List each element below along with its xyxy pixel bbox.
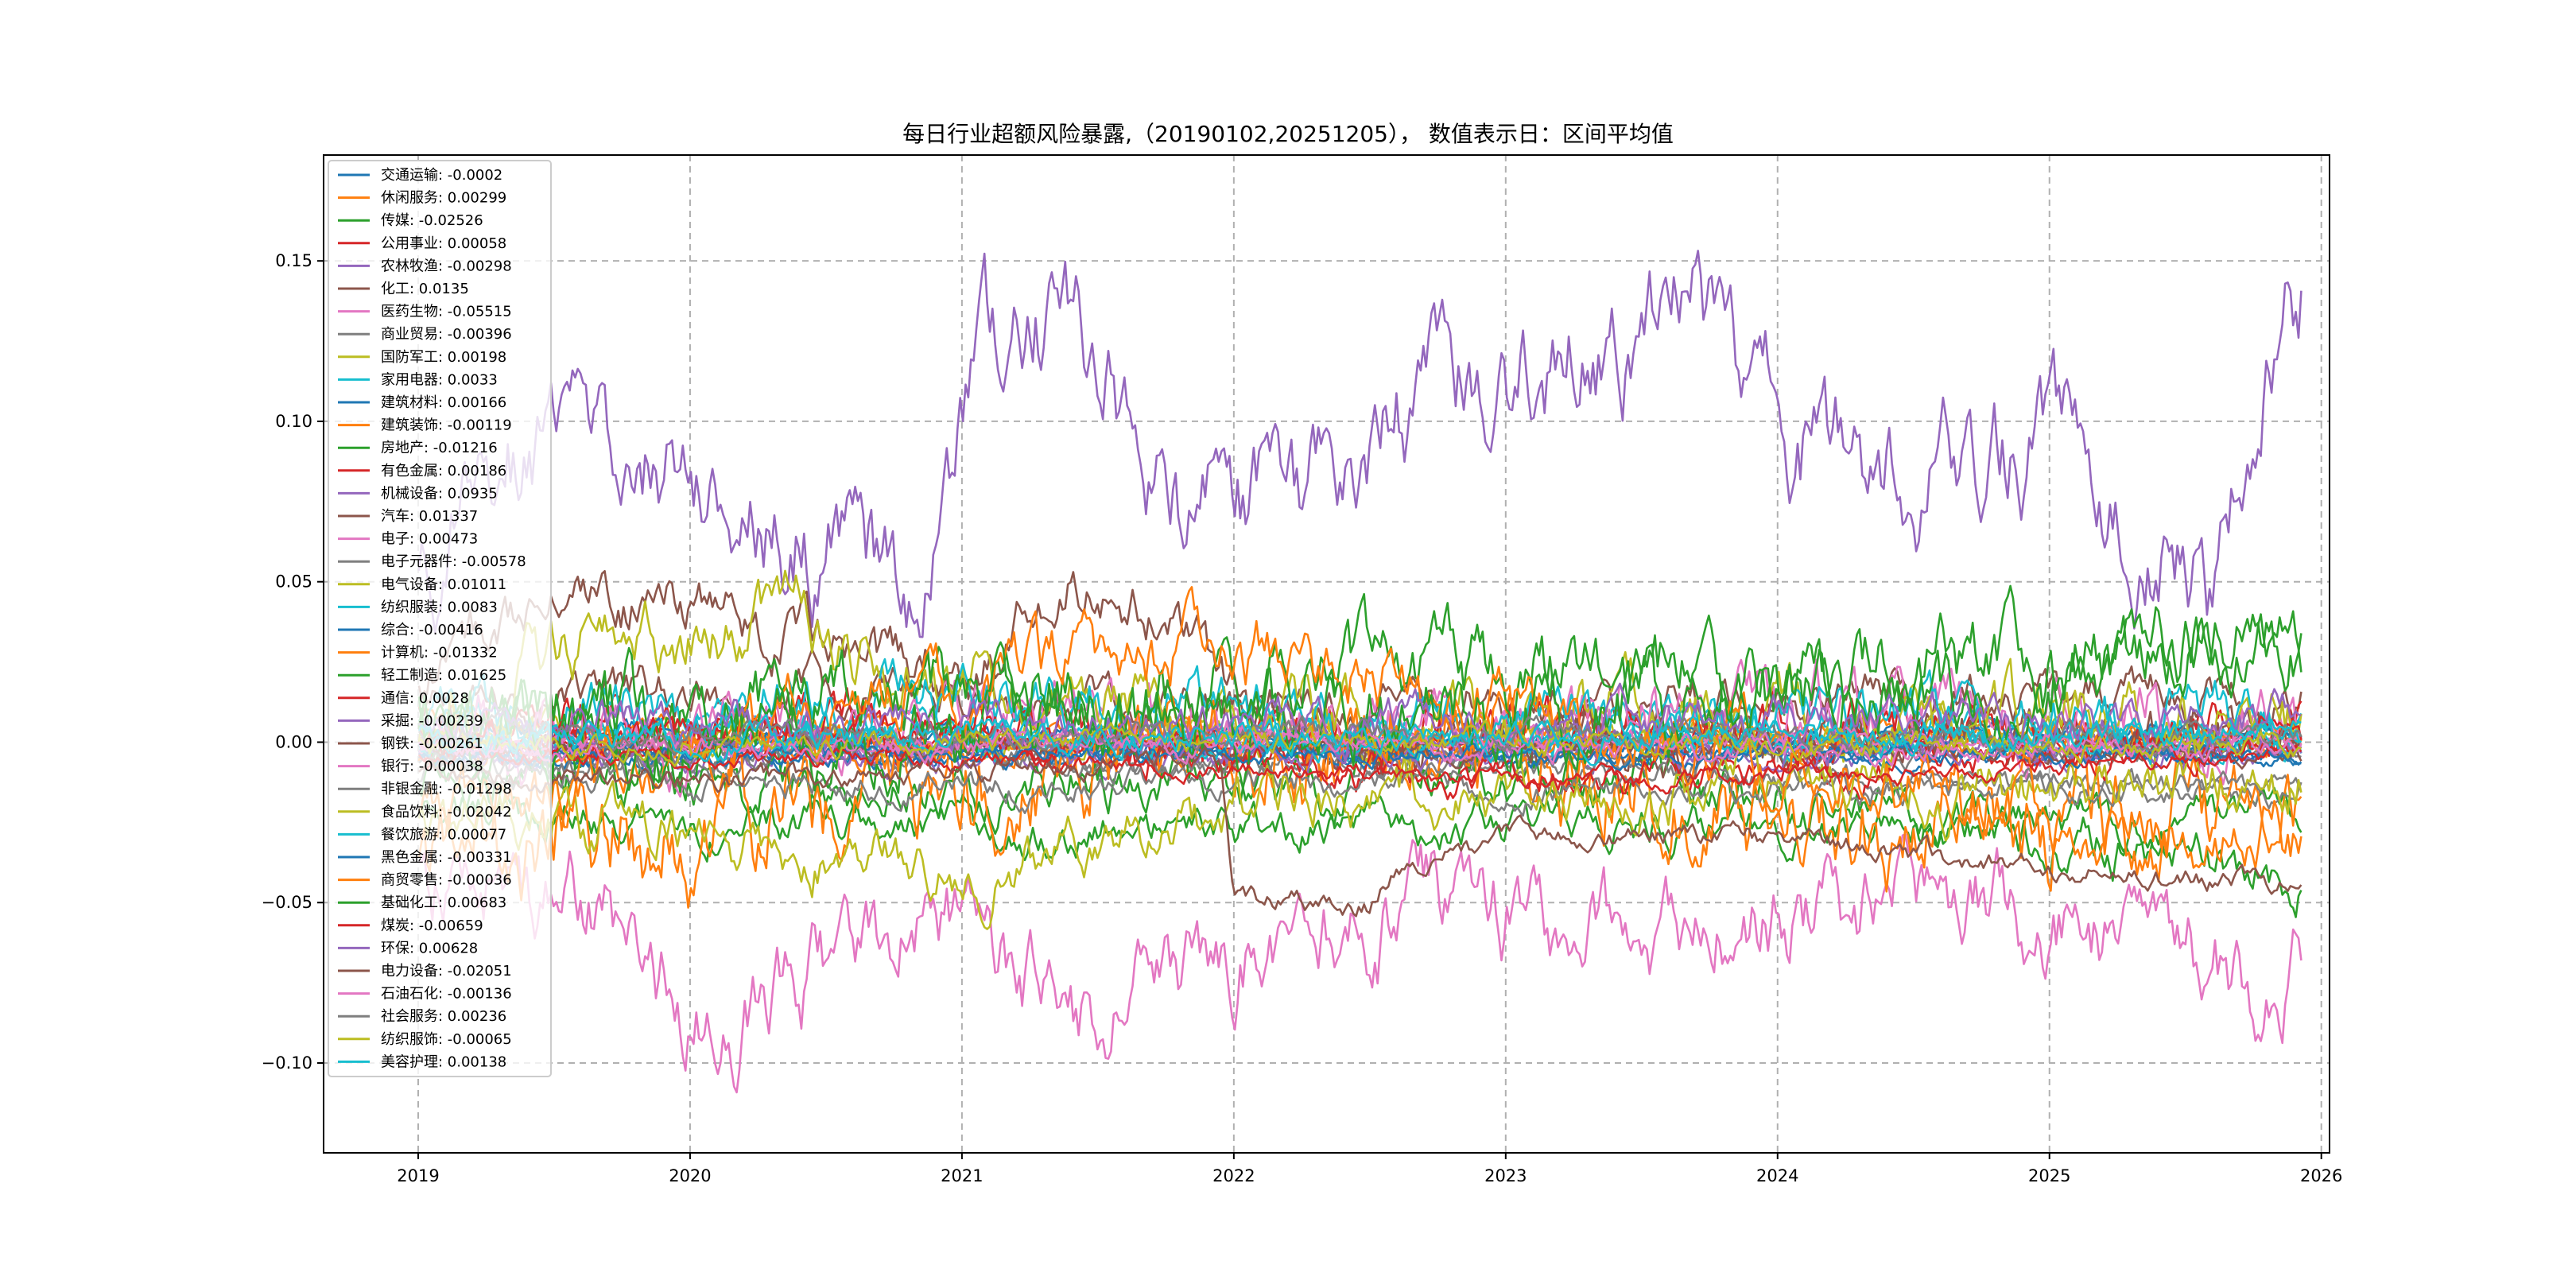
x-tick-label: 2023 [1484, 1166, 1527, 1185]
series-line-美容护理 [417, 712, 2302, 766]
x-tick-label: 2026 [2300, 1166, 2342, 1185]
plot-area [417, 250, 2302, 1094]
legend-entry: 机械设备: 0.0935 [381, 485, 498, 502]
series-line-煤炭 [417, 743, 2302, 795]
series-line-商贸零售 [417, 586, 2302, 869]
axes-frame [323, 154, 2330, 1154]
legend-entry: 房地产: -0.01216 [381, 440, 498, 456]
legend-entry: 环保: 0.00628 [381, 940, 478, 956]
legend-entry: 计算机: -0.01332 [381, 645, 498, 661]
legend-entry: 建筑装饰: -0.00119 [381, 417, 512, 434]
legend-entry: 黑色金属: -0.00331 [381, 849, 512, 866]
legend-entry: 电子: 0.00473 [381, 531, 478, 548]
legend-entry: 综合: -0.00416 [381, 622, 483, 638]
legend: 交通运输: -0.0002 休闲服务: 0.00299 传媒: -0.02526 公用… [328, 160, 552, 1077]
legend-entry: 轻工制造: 0.01625 [381, 667, 506, 684]
legend-entry: 食品饮料: -0.02042 [381, 804, 512, 821]
legend-entry: 交通运输: -0.0002 [381, 167, 502, 184]
legend-entry: 采掘: -0.00239 [381, 712, 483, 729]
legend-entry: 休闲服务: 0.00299 [381, 190, 506, 207]
y-tick-label: 0.00 [275, 732, 312, 751]
legend-entry: 纺织服装: 0.0083 [381, 599, 498, 615]
series-line-电力设备 [417, 743, 2302, 918]
legend-entry: 通信: 0.0028 [381, 690, 469, 707]
legend-entry: 煤炭: -0.00659 [381, 918, 483, 934]
legend-entry: 医药生物: -0.05515 [381, 304, 512, 320]
legend-entry: 餐饮旅游: 0.00077 [381, 826, 506, 843]
legend-entry: 家用电器: 0.0033 [381, 371, 498, 388]
legend-entry: 建筑材料: 0.00166 [381, 394, 506, 411]
legend-entry: 美容护理: 0.00138 [381, 1053, 506, 1070]
legend-entry: 公用事业: 0.00058 [381, 235, 506, 252]
x-tick-label: 2024 [1756, 1166, 1798, 1185]
x-tick-label: 2020 [669, 1166, 711, 1185]
legend-entry: 商贸零售: -0.00036 [381, 872, 512, 889]
legend-entry: 基础化工: 0.00683 [381, 894, 506, 911]
legend-entry: 非银金融: -0.01298 [381, 781, 512, 797]
series-line-医药生物 [418, 833, 2302, 1094]
y-tick-label: −0.10 [262, 1053, 312, 1073]
legend-entry: 电气设备: 0.01011 [381, 576, 506, 593]
legend-entry: 商业贸易: -0.00396 [381, 326, 512, 343]
legend-entry: 国防军工: 0.00198 [381, 349, 506, 366]
series-line-机械设备 [417, 250, 2302, 638]
legend-entry: 石油石化: -0.00136 [381, 986, 512, 1003]
x-tick-label: 2019 [397, 1166, 439, 1185]
x-tick-label: 2021 [941, 1166, 983, 1185]
y-tick-label: 0.05 [275, 572, 312, 592]
legend-entry: 电子元器件: -0.00578 [381, 553, 526, 570]
legend-entry: 银行: -0.00038 [381, 758, 483, 775]
y-tick-label: 0.15 [275, 251, 312, 270]
legend-box [328, 160, 552, 1077]
legend-entry: 有色金属: 0.00186 [381, 463, 506, 479]
legend-entry: 传媒: -0.02526 [381, 212, 483, 229]
x-tick-label: 2025 [2028, 1166, 2070, 1185]
series-line-环保 [418, 682, 2302, 765]
chart-title: 每日行业超额风险暴露,（20190102,20251205）， 数值表示日：区间… [902, 121, 1674, 147]
legend-entry: 纺织服饰: -0.00065 [381, 1031, 512, 1048]
series-line-社会服务 [417, 707, 2302, 758]
series-line-食品饮料 [417, 738, 2302, 930]
legend-entry: 电力设备: -0.02051 [381, 963, 512, 980]
series-line-黑色金属 [418, 739, 2302, 772]
legend-entry: 农林牧渔: -0.00298 [381, 258, 512, 274]
legend-entry: 钢铁: -0.00261 [381, 735, 483, 752]
legend-entry: 社会服务: 0.00236 [381, 1008, 506, 1025]
series-line-电气设备 [417, 569, 2302, 774]
axis-ticks: 2019 2020 2021 2022 2023 2024 2025 2026 −0.10 −0.… [262, 251, 2343, 1185]
legend-entry: 汽车: 0.01337 [381, 508, 478, 525]
legend-entry: 化工: 0.0135 [381, 281, 469, 297]
y-tick-label: −0.05 [262, 893, 312, 912]
series-line-纺织服饰 [418, 720, 2302, 767]
y-tick-label: 0.10 [275, 412, 312, 431]
x-tick-label: 2022 [1212, 1166, 1255, 1185]
